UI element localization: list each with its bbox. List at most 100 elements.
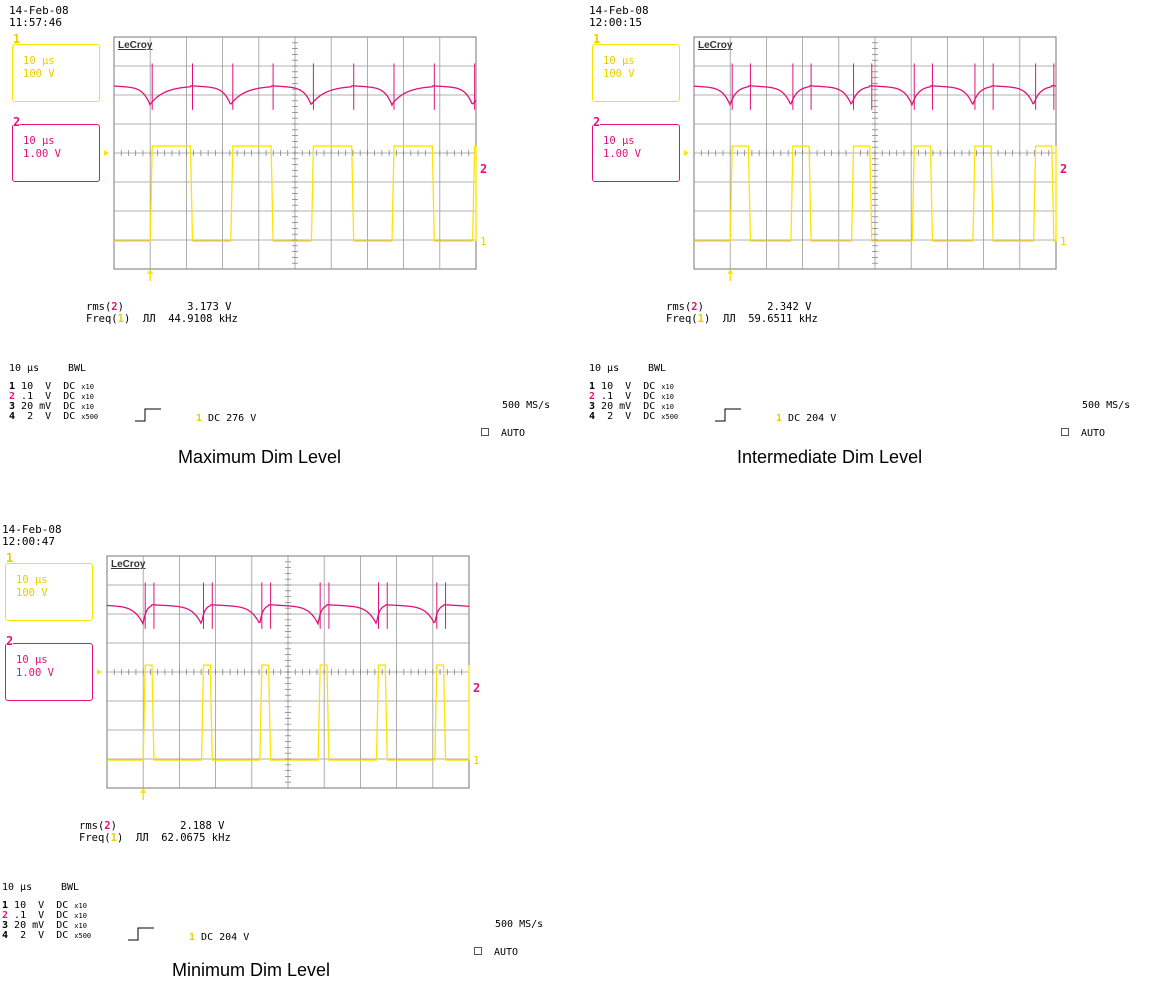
channel-number: 4 <box>9 411 16 422</box>
trigger-readout: 1 DC 276 V <box>196 413 256 424</box>
trigger-mode: AUTO <box>1061 428 1105 439</box>
freq-value: 59.6511 kHz <box>748 313 818 325</box>
lecroy-logo: LeCroy <box>118 40 153 51</box>
channel-settings-list: 1 10 V DC x10 2 .1 V DC x10 3 20 mV DC x… <box>9 382 98 422</box>
ch1-timebase: 10 µs <box>23 55 55 67</box>
rms-value: 3.173 V <box>187 301 232 313</box>
channel-row: 1 10 V DC x10 <box>2 901 91 911</box>
ch1-tag: 1 <box>593 32 601 46</box>
ch1-offset-marker: 1 <box>480 235 487 248</box>
channel-row: 1 10 V DC x10 <box>589 382 678 392</box>
mode-square-icon <box>474 947 482 955</box>
channel-2-trace <box>693 85 1057 107</box>
ch2-offset-marker: 2 <box>480 162 487 176</box>
channel-2-trace <box>113 85 477 107</box>
channel-number: 2 <box>9 391 16 402</box>
ch2-offset-marker: 2 <box>1060 162 1067 176</box>
trigger-edge-icon <box>128 927 154 941</box>
rms-label: rms(2) <box>86 301 124 313</box>
probe-factor: x10 <box>81 403 94 411</box>
pulse-icon: ЛЛ <box>722 313 736 325</box>
probe-factor: x10 <box>74 912 87 920</box>
channel-settings: .1 V DC <box>15 391 82 402</box>
ch2-timebase: 10 µs <box>23 135 55 147</box>
channel-1-box: 10 µs 100 V <box>12 44 100 102</box>
rms-label: rms(2) <box>79 820 117 832</box>
channel-number: 4 <box>589 411 596 422</box>
channel-settings: 2 V DC <box>15 411 82 422</box>
scope-grid: LeCroy 2 1 <box>684 36 1067 281</box>
timestamp: 14-Feb-08 11:57:46 <box>9 5 69 29</box>
channel-settings: .1 V DC <box>8 910 75 921</box>
channel-settings: 10 V DC <box>8 900 75 911</box>
ch1-tag: 1 <box>6 551 14 565</box>
panel-caption: Intermediate Dim Level <box>737 447 923 467</box>
freq-value: 44.9108 kHz <box>168 313 238 325</box>
channel-settings: 20 mV DC <box>8 920 75 931</box>
channel-row: 4 2 V DC x500 <box>2 931 91 941</box>
channel-number: 1 <box>2 900 9 911</box>
timebase-readout: 10 µs <box>589 363 620 374</box>
probe-factor: x500 <box>74 932 92 940</box>
channel-1-trace <box>114 145 477 242</box>
trigger-edge-icon <box>715 408 741 422</box>
channel-number: 4 <box>2 930 9 941</box>
ch2-timebase: 10 µs <box>603 135 635 147</box>
ground-marker-left <box>97 669 102 675</box>
channel-number: 3 <box>2 920 9 931</box>
probe-factor: x10 <box>81 393 94 401</box>
ch1-scale: 100 V <box>603 68 635 80</box>
trigger-channel: 1 <box>776 413 783 424</box>
ch1-timebase: 10 µs <box>603 55 635 67</box>
trigger-level: DC 204 V <box>782 413 837 424</box>
channel-number: 3 <box>9 401 16 412</box>
measurements: rms(2) 3.173 V Freq(1) ЛЛ 44.9108 kHz <box>86 301 238 325</box>
channel-number: 1 <box>589 381 596 392</box>
panel-caption: Minimum Dim Level <box>172 960 331 980</box>
probe-factor: x10 <box>81 383 94 391</box>
timestamp-date: 14-Feb-08 <box>589 4 649 17</box>
mode-square-icon <box>481 428 489 436</box>
trigger-arrow-head <box>147 269 154 274</box>
sample-rate: 500 MS/s <box>502 400 551 411</box>
channel-settings: 20 mV DC <box>15 401 82 412</box>
ch2-scale: 1.00 V <box>16 667 54 679</box>
trigger-channel: 1 <box>196 413 203 424</box>
ch1-tag: 1 <box>13 32 21 46</box>
channel-settings: 2 V DC <box>8 930 75 941</box>
trigger-readout: 1 DC 204 V <box>776 413 836 424</box>
channel-1-box: 10 µs 100 V <box>5 563 93 621</box>
measurements: rms(2) 2.342 V Freq(1) ЛЛ 59.6511 kHz <box>666 301 818 325</box>
probe-factor: x10 <box>661 403 674 411</box>
ch2-tag: 2 <box>593 115 601 129</box>
panel-caption: Maximum Dim Level <box>178 447 342 467</box>
ground-marker-left <box>104 150 109 156</box>
channel-row: 4 2 V DC x500 <box>589 412 678 422</box>
ch2-offset-marker: 2 <box>473 681 480 695</box>
timestamp: 14-Feb-08 12:00:15 <box>589 5 649 29</box>
mode-label: AUTO <box>494 947 519 958</box>
rms-value: 2.188 V <box>180 820 225 832</box>
ch1-timebase: 10 µs <box>16 574 48 586</box>
channel-settings: 2 V DC <box>595 411 662 422</box>
freq-label: Freq(1) <box>79 832 124 844</box>
channel-2-box: 10 µs 1.00 V <box>592 124 680 182</box>
channel-2-box: 10 µs 1.00 V <box>12 124 100 182</box>
channel-row: 2 .1 V DC x10 <box>2 911 91 921</box>
trigger-mode: AUTO <box>474 947 518 958</box>
pulse-icon: ЛЛ <box>142 313 156 325</box>
ch2-tag: 2 <box>6 634 14 648</box>
probe-factor: x500 <box>81 413 99 421</box>
channel-number: 2 <box>589 391 596 402</box>
trigger-level: DC 204 V <box>195 932 250 943</box>
channel-settings: 20 mV DC <box>595 401 662 412</box>
trigger-mode: AUTO <box>481 428 525 439</box>
channel-settings: 10 V DC <box>595 381 662 392</box>
lecroy-logo: LeCroy <box>698 40 733 51</box>
probe-factor: x500 <box>661 413 679 421</box>
timestamp-time: 11:57:46 <box>9 16 62 29</box>
channel-row: 3 20 mV DC x10 <box>2 921 91 931</box>
timestamp-time: 12:00:47 <box>2 535 55 548</box>
trigger-readout: 1 DC 204 V <box>189 932 249 943</box>
channel-row: 3 20 mV DC x10 <box>9 402 98 412</box>
